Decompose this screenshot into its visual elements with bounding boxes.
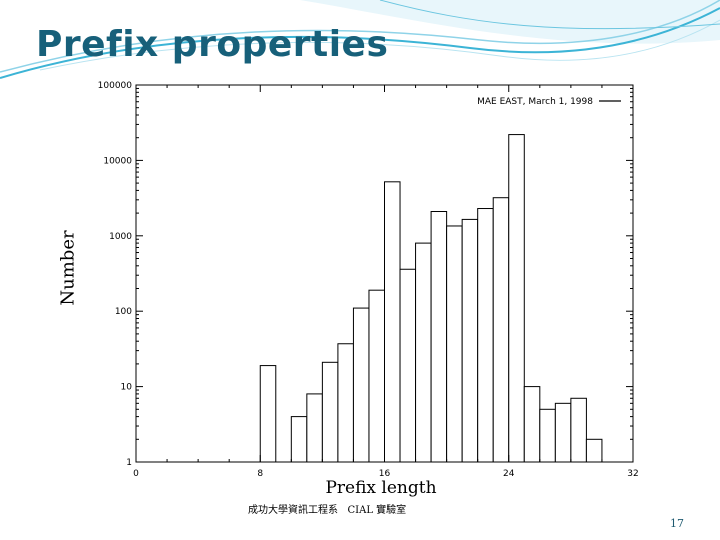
bar-12 [321,361,339,463]
bar-26 [539,408,556,463]
swoosh-line-4 [379,0,720,30]
page-number: 17 [670,517,684,530]
swoosh-line-1 [0,7,720,79]
y-tick-label: 1 [126,458,132,468]
chart-panel: 1 10 100 1000 10000 100000 0 8 16 24 32 MAE EAST, … [96,78,642,478]
y-tick-label: 100 [115,307,132,317]
bar-24 [508,134,525,463]
y-tick-label: 100000 [98,81,133,91]
bar-8 [259,365,277,463]
swoosh-line-3 [39,19,720,71]
bar-20 [446,225,463,463]
bar-18 [415,242,432,463]
x-tick-label: 8 [257,469,263,478]
bar-14 [352,307,370,463]
y-tick-label: 1000 [109,232,132,242]
bar-15 [368,289,385,463]
footer-text: 成功大學資訊工程系 CIAL 實驗室 [248,505,407,516]
bar-29 [585,438,603,463]
bar-10 [290,416,308,463]
slide-title: Prefix properties [36,24,389,65]
x-tick-label: 0 [133,469,139,478]
y-tick-label: 10 [121,383,133,393]
swoosh-line-2 [0,0,720,73]
bar-16 [384,181,401,463]
bar-27 [554,402,572,463]
bar-13 [337,343,354,463]
swoosh-band [300,0,720,44]
y-tick-label: 10000 [103,156,132,166]
legend-label: MAE EAST, March 1, 1998 [477,97,593,107]
bar-17 [399,268,417,463]
bar-25 [523,386,541,463]
prefix-length-histogram: 1 10 100 1000 10000 100000 0 8 16 24 32 MAE EAST, … [98,81,639,478]
x-tick-label: 24 [503,469,515,478]
bar-23 [492,197,510,463]
bar-28 [570,397,587,463]
x-tick-label: 16 [379,469,391,478]
bar-22 [477,208,494,463]
bar-19 [430,211,448,463]
bar-11 [306,393,323,463]
x-tick-label: 32 [627,469,638,478]
x-axis-label: Prefix length [325,478,437,498]
bar-21 [461,218,479,463]
y-axis-label: Number [57,230,79,306]
